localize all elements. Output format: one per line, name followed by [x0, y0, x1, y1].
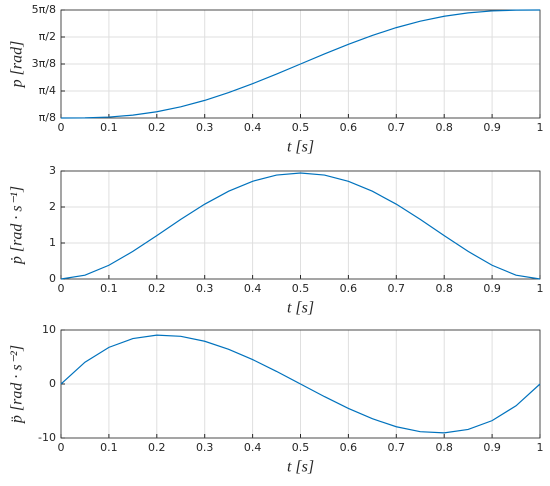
x-tick-label: 0.4 [244, 121, 262, 134]
x-tick-label: 0.1 [100, 121, 118, 134]
x-tick-label: 0.3 [196, 121, 214, 134]
x-tick-label: 0.7 [388, 121, 406, 134]
line [60, 9, 541, 119]
axes-box [60, 170, 541, 280]
y-tick-label: 0 [49, 272, 56, 285]
x-tick-label: 0.2 [148, 282, 166, 295]
y-tick-label: 0 [49, 377, 56, 390]
x-tick-label: 1 [537, 441, 544, 454]
x-tick-label: 0.9 [483, 282, 501, 295]
y-tick-label: 3 [49, 164, 56, 177]
x-tick-label: 0.3 [196, 282, 214, 295]
x-tick-label: 0.8 [435, 121, 453, 134]
y-tick-label: π/4 [39, 84, 56, 97]
x-tick-label: 0.2 [148, 441, 166, 454]
line [60, 334, 541, 434]
x-tick-label: 0.6 [340, 121, 358, 134]
y-axis-label: ṗ [rad · s⁻¹] [9, 186, 26, 265]
x-tick-label: 0.4 [244, 282, 262, 295]
x-tick-label: 0.3 [196, 441, 214, 454]
line [60, 172, 541, 280]
x-axis-label: t [s] [287, 300, 314, 317]
y-tick-label: 1 [49, 236, 56, 249]
axes-box [60, 9, 541, 119]
y-tick-label: 2 [49, 200, 56, 213]
x-tick-label: 0 [58, 121, 65, 134]
y-axis-label: p [rad] [9, 41, 26, 89]
x-axis-label: t [s] [287, 459, 314, 476]
x-tick-label: 0.4 [244, 441, 262, 454]
x-tick-label: 0.9 [483, 121, 501, 134]
x-tick-label: 0.9 [483, 441, 501, 454]
y-axis-label: p̈ [rad · s⁻²] [9, 345, 26, 424]
y-tick-label: π/8 [39, 111, 56, 124]
x-axis-label: t [s] [287, 139, 314, 156]
x-tick-label: 0.7 [388, 441, 406, 454]
y-tick-label: 5π/8 [32, 3, 56, 16]
y-tick-label: π/2 [39, 30, 56, 43]
x-tick-label: 0.7 [388, 282, 406, 295]
y-tick-label: 3π/8 [32, 57, 56, 70]
x-tick-label: 0.6 [340, 441, 358, 454]
y-tick-label: -10 [38, 431, 56, 444]
x-tick-label: 0.5 [292, 441, 310, 454]
x-tick-label: 0.8 [435, 441, 453, 454]
x-tick-label: 0.1 [100, 282, 118, 295]
x-tick-label: 1 [537, 282, 544, 295]
x-tick-label: 0 [58, 441, 65, 454]
x-tick-label: 0.5 [292, 121, 310, 134]
x-tick-label: 0.1 [100, 441, 118, 454]
y-tick-label: 10 [42, 323, 56, 336]
x-tick-label: 0.8 [435, 282, 453, 295]
x-tick-label: 0.5 [292, 282, 310, 295]
x-tick-label: 0.2 [148, 121, 166, 134]
x-tick-label: 0.6 [340, 282, 358, 295]
x-tick-label: 1 [537, 121, 544, 134]
x-tick-label: 0 [58, 282, 65, 295]
